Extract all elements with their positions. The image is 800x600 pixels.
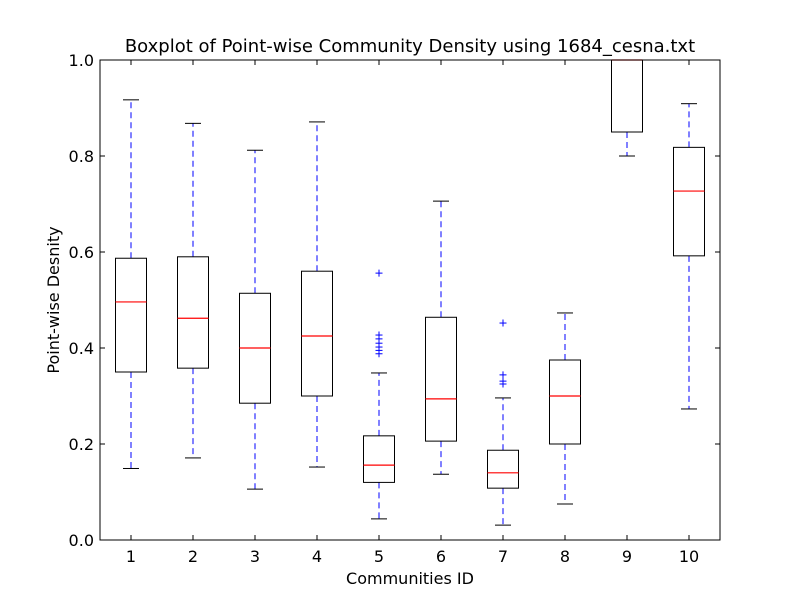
box-5 [363, 269, 395, 520]
x-tick-label: 1 [126, 547, 136, 566]
chart-title: Boxplot of Point-wise Community Density … [125, 36, 695, 57]
x-tick-label: 8 [560, 547, 570, 566]
x-tick-label: 10 [679, 547, 699, 566]
iqr-box [177, 256, 209, 369]
x-tick-label: 7 [498, 547, 508, 566]
box-7 [487, 319, 519, 526]
axis-ticks: 0.0 0.2 0.4 0.6 0.8 1.0 1 2 3 4 5 6 7 8 9 10 [69, 51, 720, 566]
box-9 [611, 59, 643, 157]
x-tick-label: 2 [188, 547, 198, 566]
boxes-group [115, 59, 705, 526]
iqr-box [425, 316, 457, 442]
y-tick-label: 0.4 [69, 339, 94, 358]
y-tick-label: 0.0 [69, 531, 94, 550]
box-2 [177, 122, 209, 459]
iqr-box [611, 59, 643, 133]
x-tick-label: 5 [374, 547, 384, 566]
y-tick-label: 0.2 [69, 435, 94, 454]
y-axis-label: Point-wise Desnity [44, 226, 63, 373]
iqr-box [363, 435, 395, 483]
box-8 [549, 312, 581, 505]
x-tick-label: 6 [436, 547, 446, 566]
iqr-box [301, 270, 333, 397]
x-tick-label: 9 [622, 547, 632, 566]
box-6 [425, 200, 457, 475]
iqr-box [115, 257, 147, 373]
iqr-box [549, 359, 581, 445]
x-tick-label: 4 [312, 547, 322, 566]
iqr-box [487, 449, 519, 489]
box-10 [673, 103, 705, 410]
x-axis-label: Communities ID [346, 569, 474, 588]
box-4 [301, 121, 333, 468]
plot-frame [99, 59, 721, 541]
y-tick-label: 0.6 [69, 243, 94, 262]
box-1 [115, 99, 147, 469]
y-tick-label: 0.8 [69, 147, 94, 166]
y-tick-label: 1.0 [69, 51, 94, 70]
iqr-box [673, 146, 705, 257]
box-3 [239, 149, 271, 490]
x-tick-label: 3 [250, 547, 260, 566]
